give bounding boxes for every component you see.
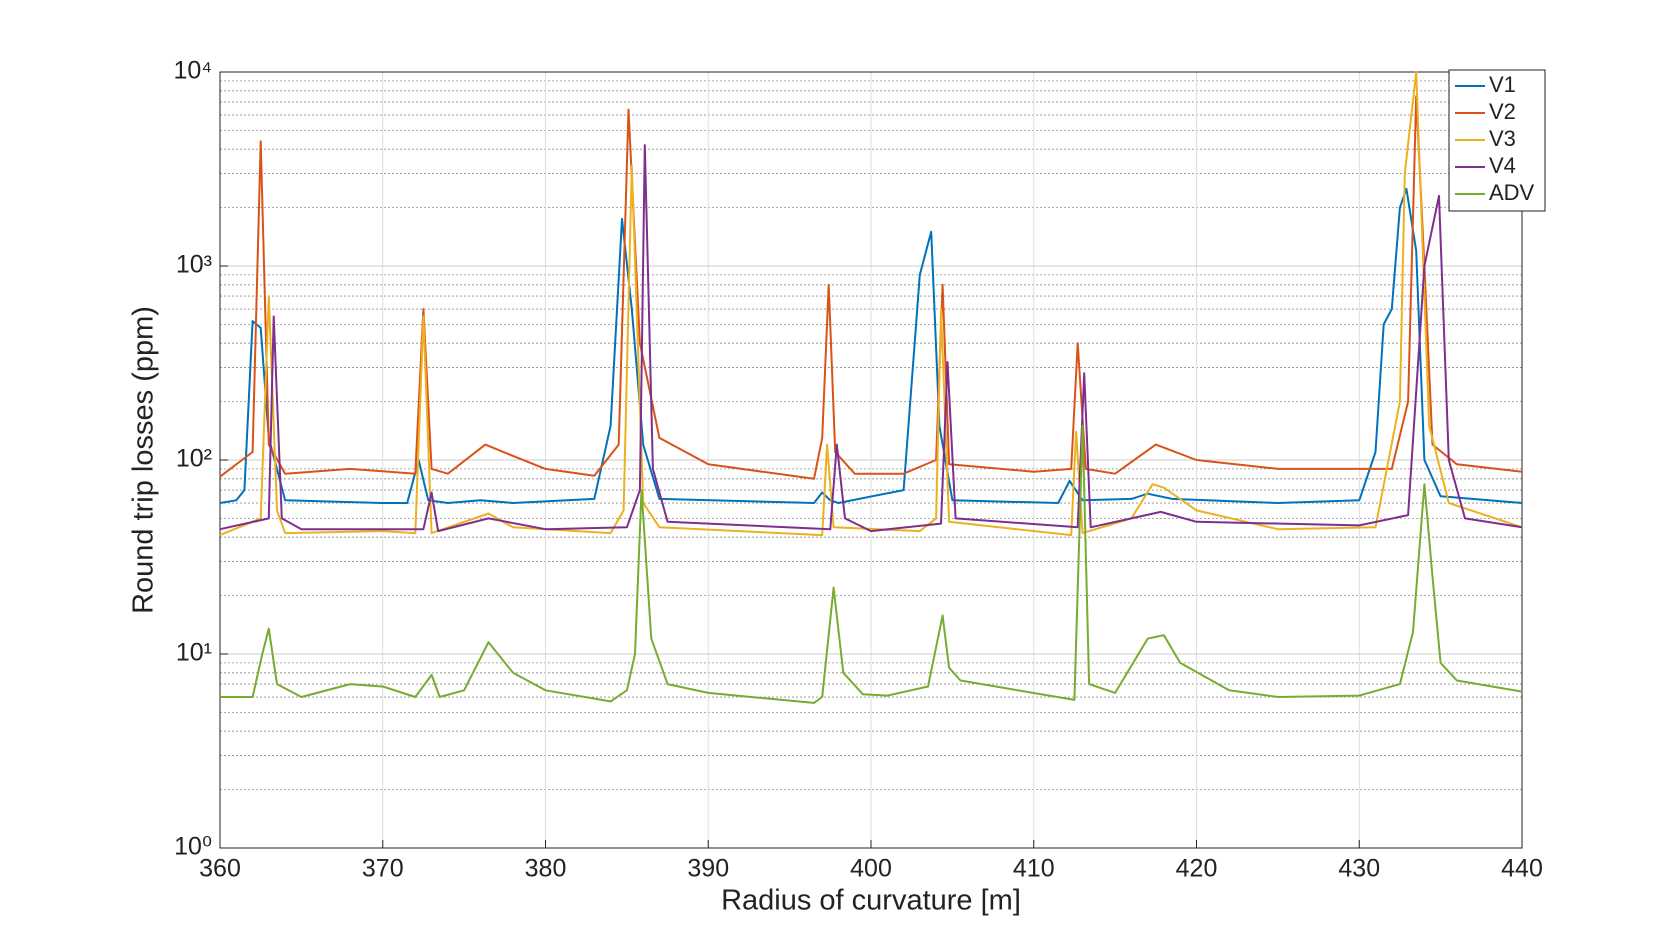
x-tick-label: 360 [199,855,241,883]
legend-label: V4 [1489,153,1516,178]
line-series [219,95,1523,480]
y-tick-label: 10¹ [176,639,212,667]
x-axis-label: Radius of curvature [m] [721,885,1021,917]
x-tick-label: 370 [362,855,404,883]
line-series [220,424,1523,704]
x-tick-label: 420 [1176,855,1218,883]
x-tick-label: 410 [1013,855,1055,883]
line-series [219,71,1523,537]
y-tick-label: 10³ [176,251,212,279]
y-tick-label: 10² [176,445,212,473]
line-series [219,187,1523,504]
x-tick-label: 390 [687,855,729,883]
y-axis-label: Round trip losses (ppm) [128,306,160,614]
legend-label: V3 [1489,126,1516,151]
x-tick-label: 400 [850,855,892,883]
x-tick-label: 440 [1501,855,1543,883]
legend-label: V2 [1489,99,1516,124]
y-tick-label: 10⁴ [173,57,212,85]
y-tick-label: 10⁰ [174,833,212,861]
x-tick-label: 380 [525,855,567,883]
axes-box [219,71,1523,849]
legend-label: ADV [1489,180,1535,205]
legend-label: V1 [1489,72,1516,97]
line-series [219,144,1523,533]
x-tick-label: 430 [1338,855,1380,883]
